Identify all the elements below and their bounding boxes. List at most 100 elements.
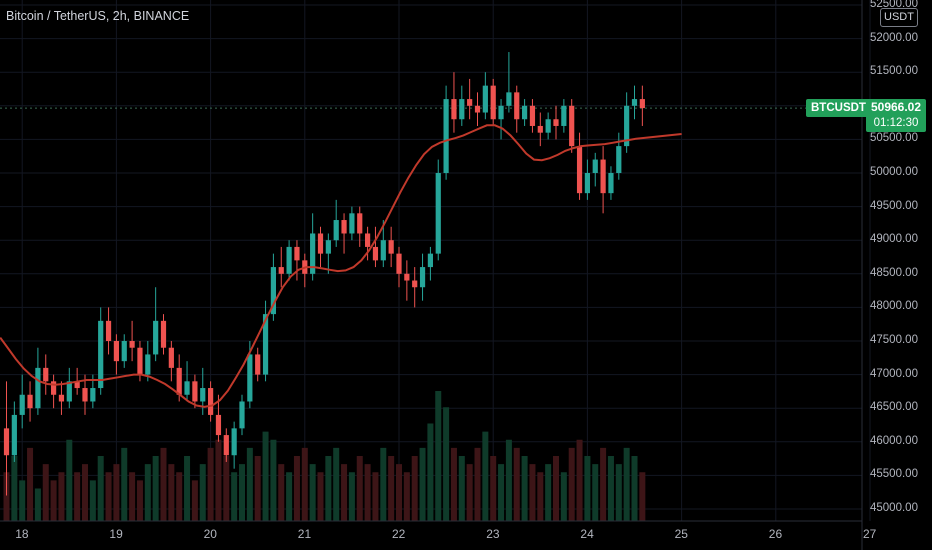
- volume-bars: [3, 391, 646, 521]
- volume-bar: [239, 464, 245, 521]
- candle-body: [160, 320, 167, 348]
- candle-body: [537, 125, 543, 133]
- price-tick-label: 47000.00: [870, 367, 918, 380]
- candle-body: [474, 105, 481, 113]
- candle-body: [639, 99, 645, 109]
- volume-bar: [231, 472, 238, 521]
- candle-body: [51, 381, 57, 395]
- volume-bar: [11, 456, 18, 521]
- volume-bar: [27, 447, 34, 521]
- candle-body: [239, 401, 245, 429]
- volume-bar: [545, 464, 552, 521]
- volume-bar: [348, 472, 355, 521]
- volume-bar: [19, 480, 26, 521]
- last-price-badge: 50966.02 01:12:30: [866, 99, 926, 132]
- candle-body: [498, 105, 504, 120]
- volume-bar: [129, 472, 136, 521]
- candle-body: [529, 105, 536, 126]
- candle-body: [419, 267, 426, 288]
- candle-body: [247, 354, 253, 402]
- candle-body: [553, 119, 559, 126]
- price-tick-label: 48000.00: [870, 300, 918, 313]
- volume-bar: [66, 439, 73, 521]
- candle-body: [388, 240, 394, 254]
- candle-body: [278, 267, 284, 274]
- volume-bar: [121, 447, 128, 521]
- volume-bar: [168, 464, 175, 521]
- candle-body: [357, 213, 363, 234]
- volume-bar: [396, 464, 402, 521]
- volume-bar: [631, 456, 638, 521]
- volume-bar: [553, 456, 559, 521]
- volume-bar: [505, 439, 512, 521]
- volume-bar: [388, 456, 395, 521]
- time-tick-label: 18: [15, 527, 29, 541]
- price-tick-label: 45000.00: [870, 502, 918, 514]
- volume-bar: [184, 456, 191, 521]
- volume-bar: [3, 472, 10, 521]
- volume-bar: [364, 464, 371, 521]
- volume-bar: [34, 488, 41, 521]
- time-tick-label: 20: [203, 527, 217, 541]
- volume-bar: [113, 464, 120, 521]
- time-tick-label: 23: [486, 527, 500, 541]
- volume-bar: [254, 456, 261, 521]
- time-tick-label: 22: [392, 527, 406, 541]
- volume-bar: [356, 456, 363, 521]
- candle-body: [11, 414, 17, 456]
- price-tick-label: 48500.00: [870, 266, 918, 279]
- candle-body: [506, 92, 512, 106]
- candle-body: [19, 394, 25, 415]
- candle-body: [270, 267, 276, 315]
- candle-body: [310, 233, 316, 274]
- candle-body: [545, 119, 551, 133]
- price-tick-label: 49000.00: [870, 233, 918, 246]
- time-tick-label: 27: [863, 527, 877, 541]
- volume-bar: [466, 464, 473, 521]
- candle-body: [35, 367, 41, 409]
- volume-bar: [592, 464, 599, 521]
- candle-body: [490, 85, 496, 120]
- volume-bar: [191, 480, 198, 521]
- candle-body: [215, 414, 222, 436]
- candle-body: [372, 246, 379, 261]
- time-tick-label: 24: [580, 527, 594, 541]
- volume-bar: [639, 472, 646, 521]
- volume-bar: [74, 472, 81, 521]
- volume-bar: [513, 447, 520, 521]
- candle-body: [43, 367, 49, 382]
- volume-bar: [317, 472, 324, 521]
- candle-body: [184, 381, 190, 395]
- candle-body: [365, 233, 371, 247]
- volume-bar: [427, 423, 434, 521]
- candle-body: [223, 435, 229, 456]
- volume-bar: [537, 472, 544, 521]
- volume-bar: [152, 456, 159, 521]
- candle-body: [317, 233, 324, 254]
- candle-body: [404, 273, 410, 281]
- volume-bar: [458, 456, 465, 521]
- volume-bar: [42, 464, 49, 521]
- candle-body: [231, 428, 237, 456]
- candle-body: [294, 246, 300, 261]
- volume-bar: [309, 464, 316, 521]
- price-tick-label: 51500.00: [870, 65, 918, 78]
- currency-button[interactable]: USDT: [880, 8, 918, 27]
- price-grid: [0, 0, 871, 521]
- price-tick-label: 52000.00: [870, 31, 918, 44]
- volume-bar: [435, 391, 442, 521]
- price-tick-label: 46000.00: [870, 434, 918, 447]
- candle-body: [145, 354, 151, 375]
- last-price-value: 50966.02: [870, 100, 922, 114]
- candle-body: [624, 105, 630, 147]
- time-tick-label: 25: [674, 527, 688, 541]
- candle-body: [600, 159, 606, 194]
- candle-body: [459, 99, 465, 120]
- volume-bar: [474, 447, 481, 521]
- volume-bar: [215, 439, 222, 521]
- candle-body: [616, 146, 622, 173]
- candle-body: [561, 105, 567, 126]
- candle-body: [467, 99, 473, 106]
- chart-title: Bitcoin / TetherUS, 2h, BINANCE: [6, 9, 190, 23]
